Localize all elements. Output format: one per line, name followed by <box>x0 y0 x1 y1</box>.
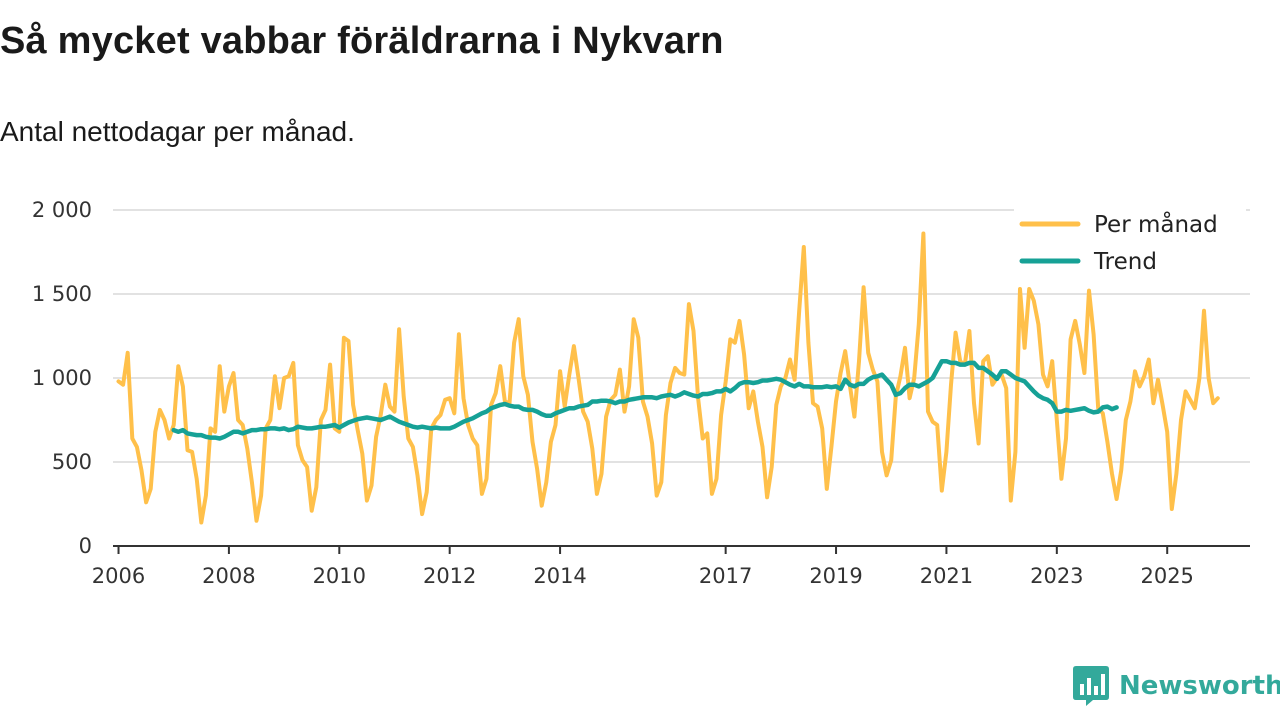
series-line-trend <box>171 358 1119 441</box>
chart-title: Så mycket vabbar föräldrarna i Nykvarn <box>0 20 724 62</box>
x-tick-label: 2008 <box>202 564 255 588</box>
newsworthy-logo-icon <box>1073 666 1109 706</box>
x-tick-label: 2006 <box>92 564 145 588</box>
x-tick-label: 2025 <box>1140 564 1193 588</box>
y-tick-label: 1 500 <box>32 282 92 306</box>
x-tick-label: 2023 <box>1030 564 1083 588</box>
y-axis: 0 500 1 000 1 500 2 000 <box>32 198 92 558</box>
series-line-per-manad <box>116 231 1220 525</box>
x-tick-label: 2012 <box>423 564 476 588</box>
legend-monthly-label: Per månad <box>1094 210 1218 238</box>
series-lines <box>116 231 1220 525</box>
y-tick-label: 1 000 <box>32 366 92 390</box>
y-tick-label: 500 <box>52 450 92 474</box>
newsworthy-brand: Newsworthy <box>1073 666 1280 706</box>
brand-name: Newsworthy <box>1119 671 1280 701</box>
y-tick-label: 2 000 <box>32 198 92 222</box>
legend-background <box>1014 207 1246 287</box>
x-tick-label: 2010 <box>313 564 366 588</box>
x-tick-label: 2017 <box>699 564 752 588</box>
legend: Per månad Trend <box>1014 207 1246 287</box>
x-axis: 2006 2008 2010 2012 2014 2017 2019 2021 2023 2025 <box>92 545 1250 588</box>
chart-subtitle: Antal nettodagar per månad. <box>0 116 355 147</box>
x-tick-label: 2021 <box>920 564 973 588</box>
x-tick-label: 2014 <box>533 564 586 588</box>
x-tick-label: 2019 <box>809 564 862 588</box>
y-tick-label: 0 <box>79 534 92 558</box>
legend-trend-label: Trend <box>1093 249 1157 275</box>
